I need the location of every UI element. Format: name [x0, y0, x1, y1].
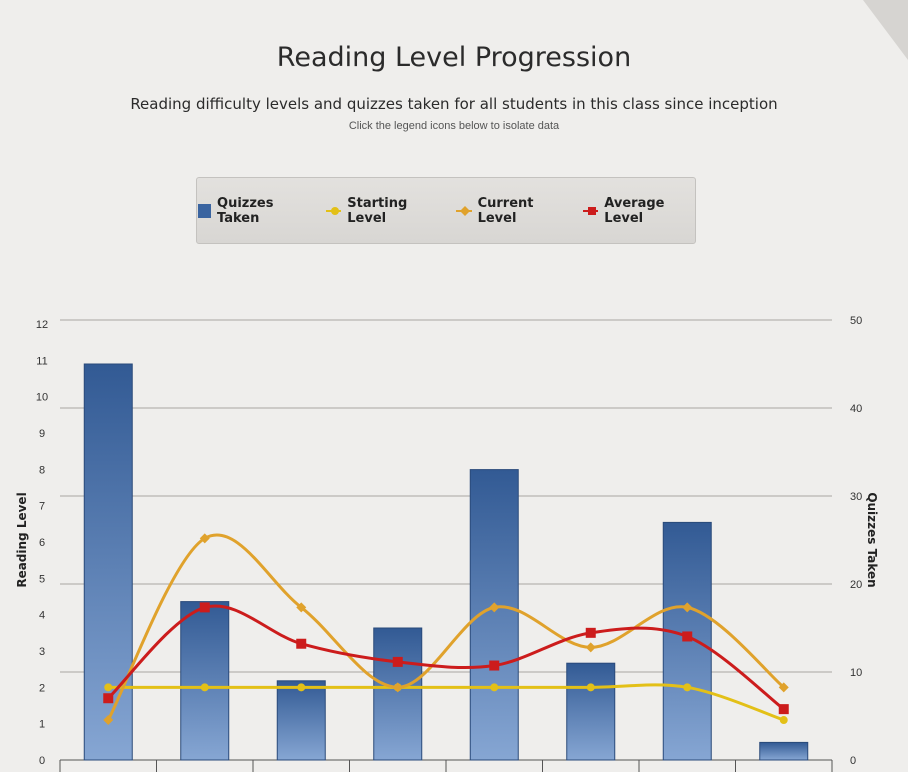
left-axis-tick-label: 8 [39, 464, 45, 476]
bar-square-icon [198, 203, 212, 218]
right-axis-tick-label: 30 [850, 491, 862, 503]
legend-item-quizzes-taken[interactable]: Quizzes Taken [197, 196, 308, 226]
left-axis-title: Reading Level [15, 492, 29, 587]
page-corner-fold [863, 0, 908, 60]
left-axis-tick-label: 2 [39, 682, 45, 694]
right-axis-tick-label: 40 [850, 403, 862, 415]
legend-label: Quizzes Taken [217, 195, 274, 226]
chart-title: Reading Level Progression [276, 42, 632, 73]
right-axis-tick-label: 0 [850, 755, 856, 767]
right-axis-tick-label: 20 [850, 579, 862, 591]
legend-label: Current Level [477, 195, 534, 226]
legend-label: Starting Level [347, 195, 408, 226]
legend-box: Quizzes Taken Starting Level Current Lev… [196, 177, 696, 244]
point-starting-level [586, 683, 595, 692]
point-average-level [585, 627, 596, 638]
left-axis-tick-label: 3 [39, 646, 45, 658]
left-axis-tick-label: 7 [39, 501, 45, 513]
point-current-level [296, 602, 307, 613]
right-axis-title: Quizzes Taken [865, 492, 879, 587]
right-axis-tick-label: 50 [850, 315, 862, 327]
point-current-level [199, 533, 210, 544]
point-average-level [489, 660, 500, 671]
left-axis-tick-label: 4 [39, 610, 45, 622]
legend-item-average-level[interactable]: Average Level [582, 195, 695, 226]
point-current-level [392, 682, 403, 693]
bar-quizzes-taken [180, 601, 230, 761]
bar-quizzes-taken [759, 741, 809, 761]
legend-label: Average Level [604, 195, 665, 226]
legend-item-starting-level[interactable]: Starting Level [325, 195, 438, 226]
point-average-level [778, 704, 789, 715]
point-current-level [682, 602, 693, 613]
point-starting-level [200, 683, 209, 692]
point-average-level [682, 631, 693, 642]
right-axis-tick-label: 10 [850, 667, 862, 679]
point-current-level [103, 715, 114, 726]
left-axis-tick-label: 0 [39, 755, 45, 767]
left-axis-tick-label: 11 [36, 355, 47, 367]
bar-quizzes-taken [276, 680, 326, 761]
point-average-level [103, 693, 114, 704]
line-diamond-icon [455, 205, 472, 216]
chart-subtitle: Reading difficulty levels and quizzes ta… [130, 95, 778, 113]
legend-hint: Click the legend icons below to isolate … [348, 120, 560, 132]
bar-quizzes-taken [373, 627, 423, 761]
line-square-icon [582, 206, 599, 215]
line-circle-icon [325, 206, 342, 215]
point-starting-level [297, 683, 306, 692]
point-average-level [296, 638, 307, 649]
point-current-level [585, 642, 596, 653]
point-current-level [489, 602, 500, 613]
bar-quizzes-taken [566, 662, 616, 761]
left-axis-tick-label: 9 [39, 428, 45, 440]
left-axis-tick-label: 6 [39, 537, 45, 549]
left-axis-tick-label: 1 [39, 719, 45, 731]
point-current-level [778, 682, 789, 693]
left-axis-tick-label: 10 [36, 392, 48, 404]
legend-item-current-level[interactable]: Current Level [455, 195, 565, 226]
point-starting-level [104, 683, 113, 692]
point-starting-level [490, 683, 499, 692]
point-average-level [392, 656, 403, 667]
point-starting-level [779, 716, 788, 725]
left-axis-tick-label: 12 [36, 319, 48, 331]
point-starting-level [683, 683, 692, 692]
left-axis-tick-label: 5 [39, 573, 45, 585]
point-average-level [199, 602, 210, 613]
